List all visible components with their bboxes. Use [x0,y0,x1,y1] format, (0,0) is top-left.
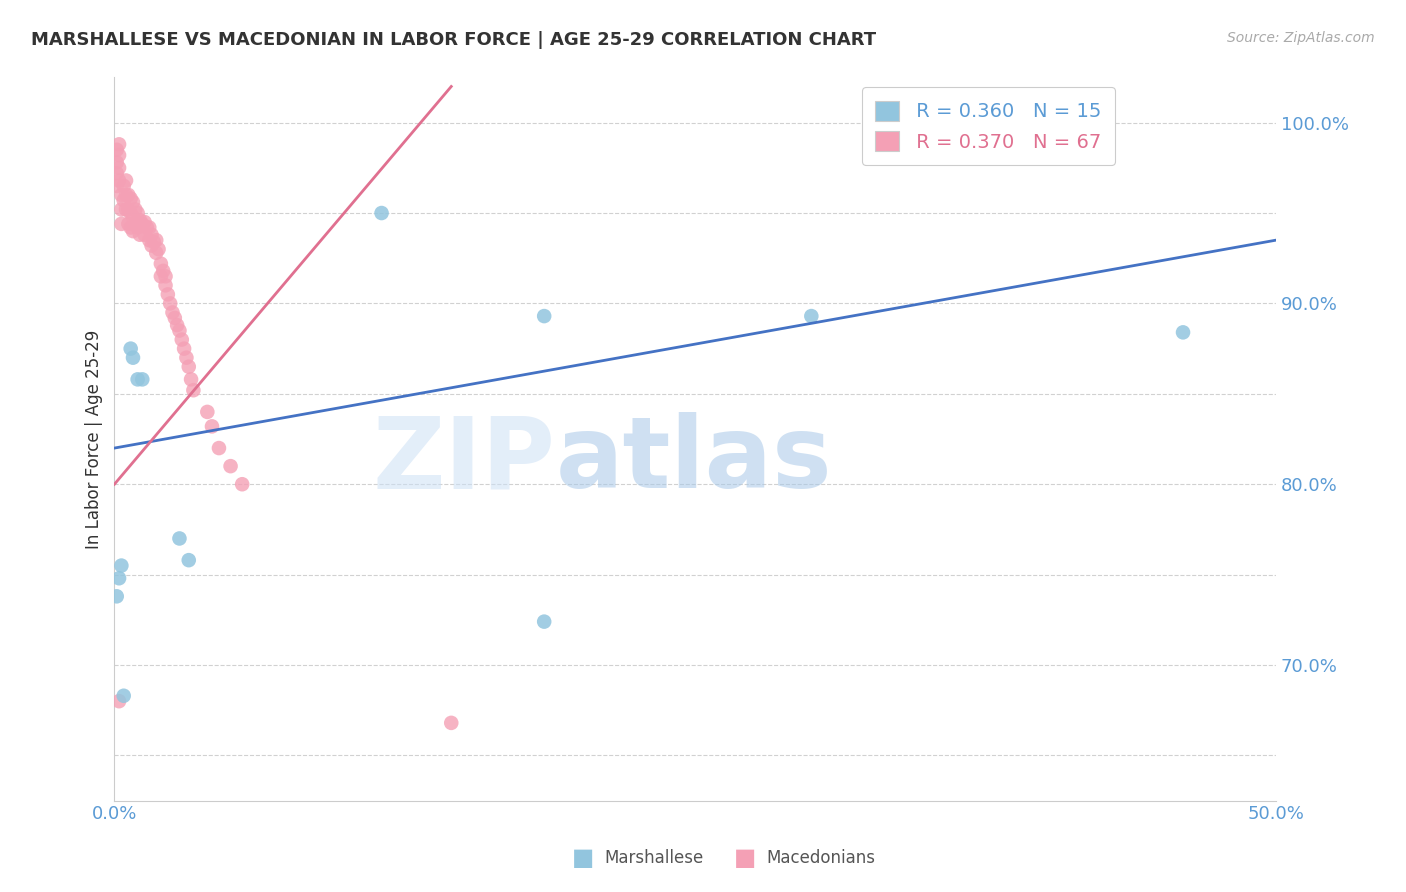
Point [110,202,132,217]
Point [177,553,200,567]
Point [105,143,128,157]
Point [131,217,153,231]
Point [163,310,186,325]
Point [108,137,131,152]
Point [105,166,128,180]
Point [105,178,128,193]
Point [129,213,152,227]
Point [108,173,131,187]
Point [120,342,142,356]
Text: Macedonians: Macedonians [766,849,876,867]
Point [141,227,163,242]
Point [173,342,195,356]
Point [152,264,174,278]
Point [124,217,146,231]
Text: ■: ■ [572,847,595,870]
Point [115,188,138,202]
Point [124,202,146,217]
Point [122,210,145,224]
Point [115,202,138,217]
Legend:  R = 0.360   N = 15,  R = 0.370   N = 67: R = 0.360 N = 15, R = 0.370 N = 67 [862,87,1115,165]
Point [180,372,202,386]
Point [169,532,191,546]
Point [122,195,145,210]
Text: ■: ■ [734,847,756,870]
Point [108,148,131,162]
Point [127,372,149,386]
Point [231,477,253,491]
Point [105,590,128,604]
Point [183,383,205,397]
Point [533,615,555,629]
Point [138,233,160,247]
Point [117,202,139,217]
Point [148,242,170,256]
Point [122,351,145,365]
Point [145,245,167,260]
Point [138,220,160,235]
Point [176,351,198,365]
Point [533,309,555,323]
Point [110,188,132,202]
Point [110,558,132,573]
Point [127,206,149,220]
Point [219,459,242,474]
Point [120,206,142,220]
Y-axis label: In Labor Force | Age 25-29: In Labor Force | Age 25-29 [86,329,103,549]
Point [169,324,191,338]
Point [440,715,463,730]
Point [800,309,823,323]
Point [177,359,200,374]
Point [149,269,172,284]
Point [117,217,139,231]
Point [136,220,159,235]
Text: MARSHALLESE VS MACEDONIAN IN LABOR FORCE | AGE 25-29 CORRELATION CHART: MARSHALLESE VS MACEDONIAN IN LABOR FORCE… [31,31,876,49]
Point [112,178,135,193]
Point [370,206,392,220]
Point [115,173,138,187]
Point [108,694,131,708]
Point [112,689,135,703]
Point [155,278,177,293]
Point [134,227,156,242]
Point [131,372,153,386]
Point [155,269,177,284]
Point [162,305,184,319]
Point [127,220,149,235]
Point [159,296,181,310]
Point [149,257,172,271]
Point [120,192,142,206]
Point [134,215,156,229]
Point [208,441,231,455]
Text: ZIP: ZIP [373,412,555,509]
Point [112,194,135,208]
Point [105,155,128,169]
Point [145,233,167,247]
Point [142,235,165,249]
Point [129,227,152,242]
Point [108,161,131,175]
Point [170,333,193,347]
Point [201,419,224,434]
Text: Marshallese: Marshallese [605,849,704,867]
Point [122,224,145,238]
Point [108,571,131,585]
Point [195,405,218,419]
Text: Source: ZipAtlas.com: Source: ZipAtlas.com [1227,31,1375,45]
Text: atlas: atlas [555,412,832,509]
Point [120,220,142,235]
Point [156,287,179,301]
Point [110,217,132,231]
Point [117,188,139,202]
Point [141,238,163,252]
Point [1171,326,1194,340]
Point [166,318,188,332]
